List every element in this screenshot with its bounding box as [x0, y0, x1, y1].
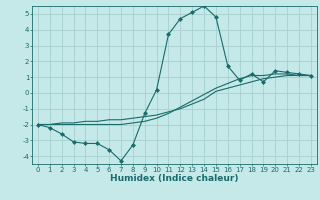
X-axis label: Humidex (Indice chaleur): Humidex (Indice chaleur) — [110, 174, 239, 183]
